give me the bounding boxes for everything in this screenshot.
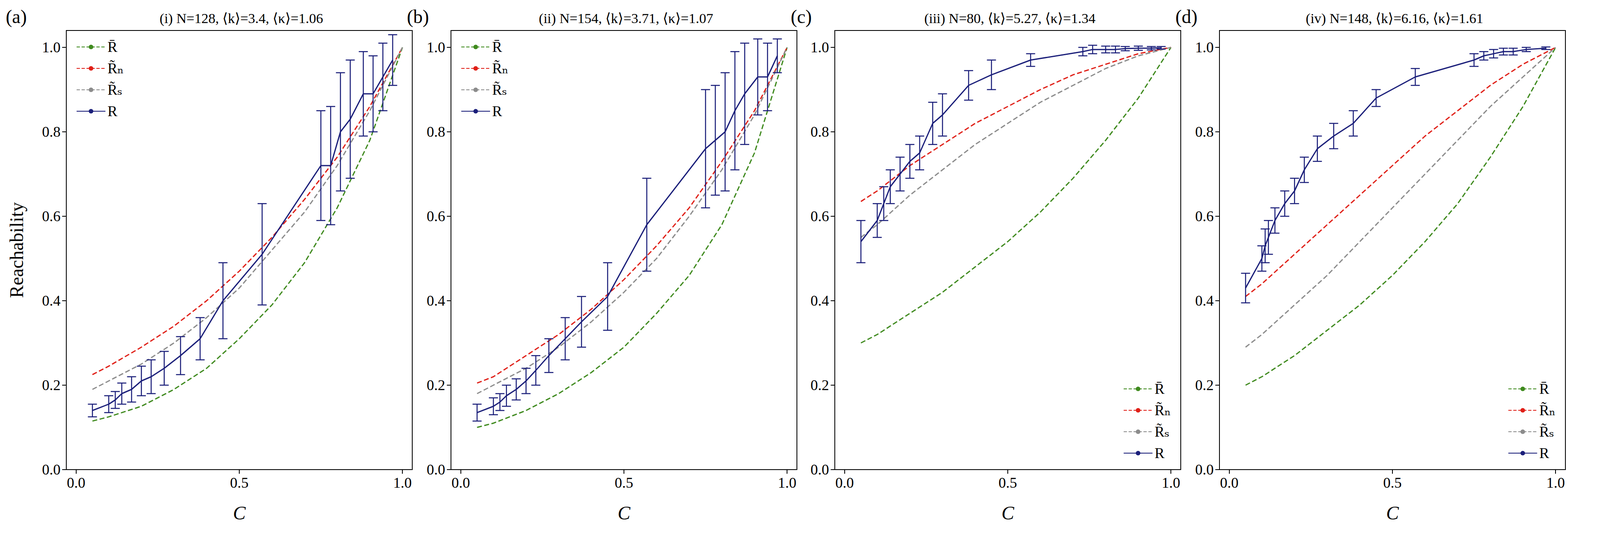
- svg-text:0.6: 0.6: [42, 207, 61, 225]
- svg-text:0.0: 0.0: [42, 461, 61, 478]
- svg-text:(iii) N=80, ⟨k⟩=5.27, ⟨κ⟩=1.34: (iii) N=80, ⟨k⟩=5.27, ⟨κ⟩=1.34: [924, 10, 1096, 27]
- svg-text:0.0: 0.0: [835, 474, 854, 491]
- svg-text:1.0: 1.0: [1546, 474, 1565, 491]
- svg-text:0.0: 0.0: [66, 474, 86, 491]
- svg-text:0.0: 0.0: [1195, 461, 1214, 478]
- svg-text:1.0: 1.0: [42, 39, 61, 56]
- svg-text:0.4: 0.4: [426, 292, 446, 309]
- svg-text:1.0: 1.0: [777, 474, 797, 491]
- svg-text:R̄: R̄: [1154, 380, 1165, 398]
- svg-text:0.8: 0.8: [426, 123, 446, 141]
- svg-text:0.5: 0.5: [1383, 474, 1402, 491]
- svg-text:C: C: [1001, 502, 1015, 524]
- svg-text:0.6: 0.6: [810, 207, 830, 225]
- svg-text:R: R: [1539, 444, 1549, 462]
- svg-text:C: C: [1386, 502, 1400, 524]
- svg-text:1.0: 1.0: [810, 39, 830, 56]
- svg-text:0.5: 0.5: [230, 474, 249, 491]
- svg-text:0.8: 0.8: [42, 123, 61, 141]
- svg-text:R̃ₛ: R̃ₛ: [1539, 423, 1554, 440]
- svg-text:(i) N=128, ⟨k⟩=3.4, ⟨κ⟩=1.06: (i) N=128, ⟨k⟩=3.4, ⟨κ⟩=1.06: [159, 10, 324, 27]
- svg-text:0.2: 0.2: [810, 376, 830, 394]
- svg-text:C: C: [617, 502, 631, 524]
- svg-text:0.2: 0.2: [426, 376, 446, 394]
- svg-text:(a): (a): [5, 6, 27, 28]
- svg-text:R: R: [107, 102, 118, 120]
- svg-text:0.0: 0.0: [426, 461, 446, 478]
- svg-text:R̃ₙ: R̃ₙ: [107, 60, 124, 77]
- svg-text:R̃ₙ: R̃ₙ: [492, 60, 509, 77]
- svg-text:R: R: [1154, 444, 1165, 462]
- svg-text:1.0: 1.0: [426, 39, 446, 56]
- svg-text:0.5: 0.5: [998, 474, 1018, 491]
- svg-text:0.2: 0.2: [1195, 376, 1214, 394]
- svg-text:1.0: 1.0: [393, 474, 412, 491]
- svg-text:(ii) N=154, ⟨k⟩=3.71, ⟨κ⟩=1.07: (ii) N=154, ⟨k⟩=3.71, ⟨κ⟩=1.07: [538, 10, 713, 27]
- svg-text:R̃ₙ: R̃ₙ: [1539, 401, 1556, 419]
- svg-text:0.0: 0.0: [1219, 474, 1239, 491]
- svg-text:R: R: [492, 102, 503, 120]
- svg-text:R̃ₙ: R̃ₙ: [1154, 401, 1171, 419]
- svg-text:1.0: 1.0: [1161, 474, 1181, 491]
- svg-text:(iv) N=148, ⟨k⟩=6.16, ⟨κ⟩=1.61: (iv) N=148, ⟨k⟩=6.16, ⟨κ⟩=1.61: [1305, 10, 1484, 27]
- svg-text:(d): (d): [1175, 6, 1198, 28]
- svg-text:0.0: 0.0: [810, 461, 830, 478]
- svg-text:(c): (c): [790, 6, 812, 28]
- svg-text:Reachability: Reachability: [6, 202, 28, 298]
- svg-text:0.8: 0.8: [1195, 123, 1214, 141]
- svg-text:R̄: R̄: [1539, 380, 1549, 398]
- svg-text:0.8: 0.8: [810, 123, 830, 141]
- svg-text:0.4: 0.4: [1195, 292, 1214, 309]
- svg-text:0.4: 0.4: [810, 292, 830, 309]
- svg-text:R̄: R̄: [492, 38, 503, 56]
- svg-text:1.0: 1.0: [1195, 39, 1214, 56]
- svg-text:R̃ₛ: R̃ₛ: [1154, 423, 1170, 440]
- svg-text:(b): (b): [406, 6, 430, 28]
- svg-text:0.0: 0.0: [451, 474, 470, 491]
- svg-text:R̃ₛ: R̃ₛ: [492, 81, 507, 99]
- svg-text:R̄: R̄: [107, 38, 118, 56]
- svg-text:0.4: 0.4: [42, 292, 61, 309]
- svg-text:C: C: [233, 502, 247, 524]
- svg-text:0.2: 0.2: [42, 376, 61, 394]
- svg-text:0.6: 0.6: [426, 207, 446, 225]
- svg-text:R̃ₛ: R̃ₛ: [107, 81, 123, 99]
- svg-text:0.5: 0.5: [614, 474, 634, 491]
- svg-text:0.6: 0.6: [1195, 207, 1214, 225]
